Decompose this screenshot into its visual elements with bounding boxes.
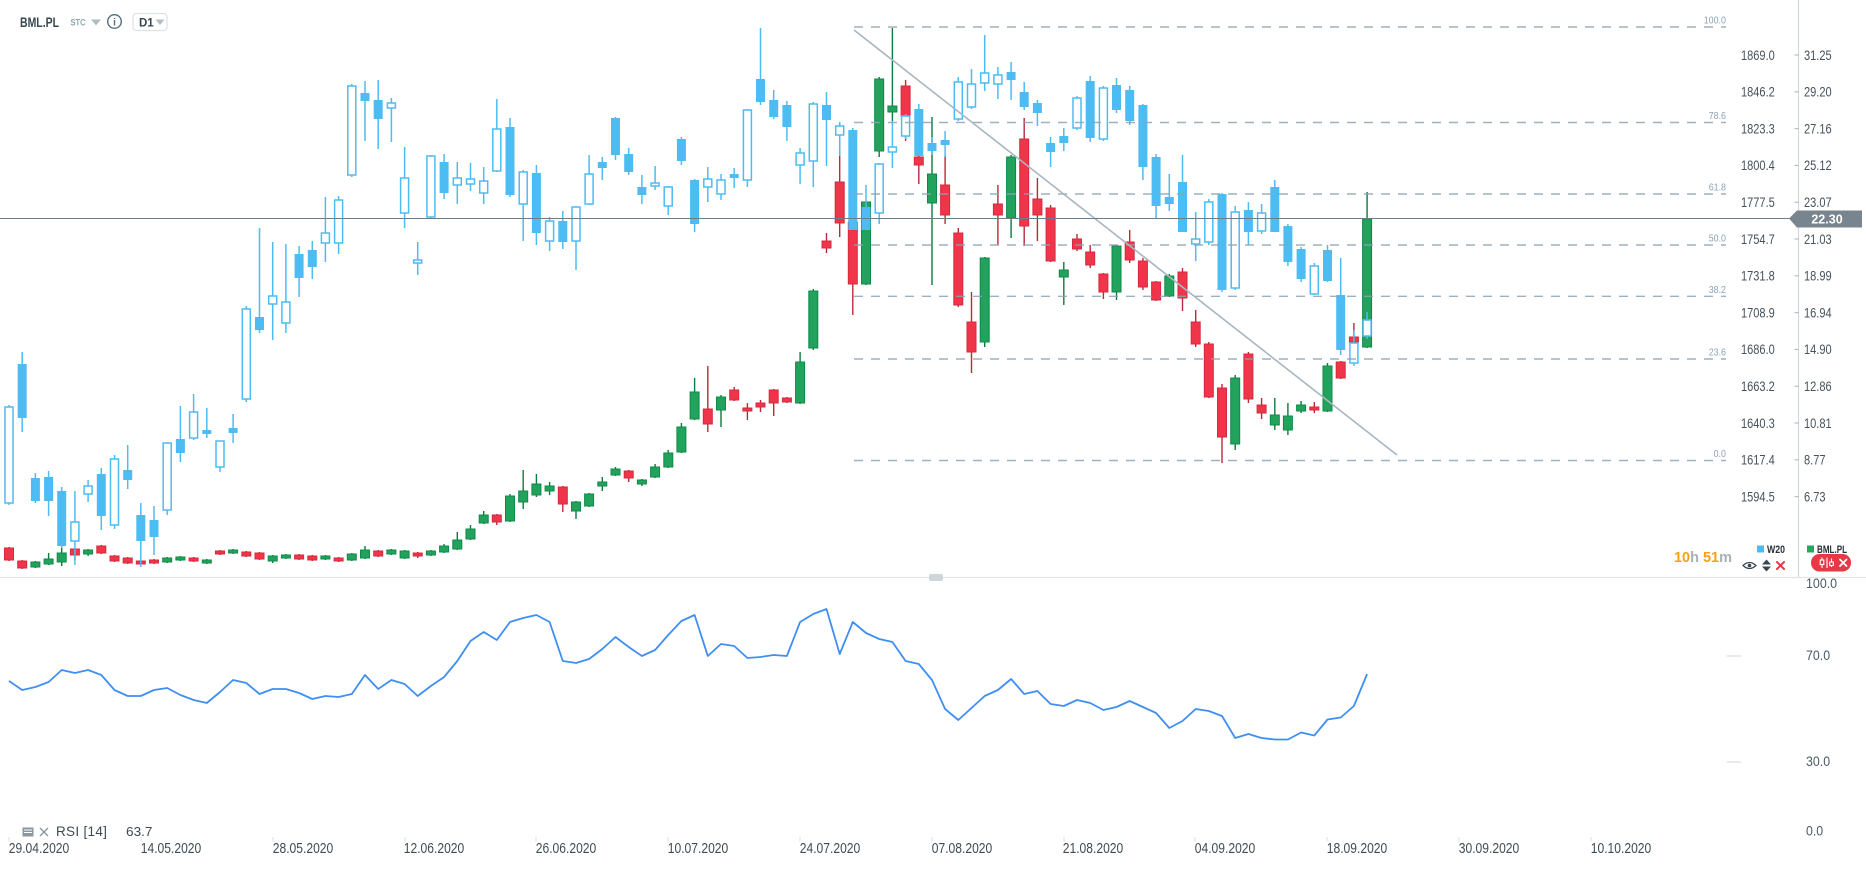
svg-text:61.8: 61.8: [1709, 182, 1726, 194]
svg-text:25.12: 25.12: [1804, 158, 1832, 173]
svg-text:8.77: 8.77: [1804, 453, 1826, 468]
svg-text:W20: W20: [1767, 544, 1785, 556]
svg-text:38.2: 38.2: [1709, 284, 1726, 296]
svg-text:1594.5: 1594.5: [1741, 489, 1775, 504]
svg-text:31.25: 31.25: [1804, 48, 1832, 63]
svg-text:23.6: 23.6: [1709, 347, 1726, 359]
svg-text:26.06.2020: 26.06.2020: [536, 841, 597, 857]
svg-text:29.04.2020: 29.04.2020: [9, 841, 70, 857]
svg-text:27.16: 27.16: [1804, 121, 1832, 136]
svg-text:63.7: 63.7: [126, 824, 153, 839]
svg-text:50.0: 50.0: [1709, 233, 1726, 245]
svg-text:18.99: 18.99: [1804, 269, 1832, 284]
svg-text:1663.2: 1663.2: [1741, 379, 1775, 394]
svg-text:100.0: 100.0: [1704, 15, 1726, 27]
svg-text:D1: D1: [139, 18, 154, 30]
svg-text:1708.9: 1708.9: [1741, 305, 1775, 320]
svg-text:14.90: 14.90: [1804, 342, 1832, 357]
svg-text:16.94: 16.94: [1804, 305, 1832, 320]
svg-text:1640.3: 1640.3: [1741, 416, 1775, 431]
svg-text:1800.4: 1800.4: [1741, 158, 1775, 173]
svg-text:78.6: 78.6: [1709, 110, 1726, 122]
svg-text:21.03: 21.03: [1804, 232, 1832, 247]
svg-text:14.05.2020: 14.05.2020: [141, 841, 202, 857]
svg-text:04.09.2020: 04.09.2020: [1195, 841, 1256, 857]
svg-text:100.0: 100.0: [1806, 576, 1837, 591]
svg-text:30.09.2020: 30.09.2020: [1459, 841, 1520, 857]
svg-text:1731.8: 1731.8: [1741, 269, 1775, 284]
svg-text:24.07.2020: 24.07.2020: [800, 841, 861, 857]
svg-text:10.07.2020: 10.07.2020: [668, 841, 729, 857]
svg-text:1869.0: 1869.0: [1741, 48, 1775, 63]
svg-text:22.30: 22.30: [1811, 213, 1842, 227]
svg-text:0.0: 0.0: [1714, 448, 1727, 460]
svg-text:12.86: 12.86: [1804, 379, 1832, 394]
svg-text:1823.3: 1823.3: [1741, 121, 1775, 136]
svg-text:29.20: 29.20: [1804, 85, 1832, 100]
svg-text:12.06.2020: 12.06.2020: [404, 841, 465, 857]
svg-text:28.05.2020: 28.05.2020: [273, 841, 334, 857]
svg-text:RSI [14]: RSI [14]: [56, 824, 107, 839]
svg-text:23.07: 23.07: [1804, 195, 1832, 210]
svg-text:i: i: [113, 18, 116, 29]
svg-text:0.0: 0.0: [1806, 824, 1823, 839]
svg-text:1846.2: 1846.2: [1741, 85, 1775, 100]
svg-text:BML.PL: BML.PL: [1817, 544, 1847, 556]
svg-text:07.08.2020: 07.08.2020: [932, 841, 993, 857]
svg-text:1777.5: 1777.5: [1741, 195, 1775, 210]
svg-text:70.0: 70.0: [1806, 648, 1830, 663]
svg-text:10h 51m: 10h 51m: [1674, 550, 1732, 566]
svg-text:30.0: 30.0: [1806, 754, 1830, 769]
svg-text:BML.PL: BML.PL: [20, 15, 59, 30]
svg-text:1754.7: 1754.7: [1741, 232, 1775, 247]
svg-text:18.09.2020: 18.09.2020: [1327, 841, 1388, 857]
svg-text:10.10.2020: 10.10.2020: [1591, 841, 1652, 857]
svg-text:STC: STC: [71, 18, 86, 29]
svg-text:21.08.2020: 21.08.2020: [1063, 841, 1124, 857]
svg-text:6.73: 6.73: [1804, 489, 1826, 504]
svg-text:10.81: 10.81: [1804, 416, 1832, 431]
svg-text:1686.0: 1686.0: [1741, 342, 1775, 357]
svg-text:1617.4: 1617.4: [1741, 453, 1775, 468]
